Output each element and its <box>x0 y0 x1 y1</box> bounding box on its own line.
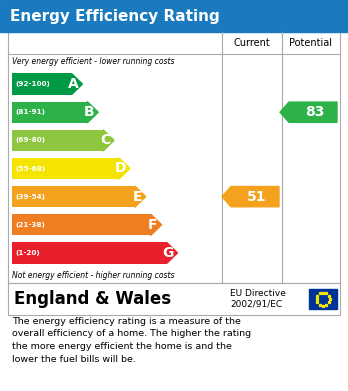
Text: B: B <box>84 105 94 119</box>
Bar <box>12 242 166 264</box>
Bar <box>12 214 151 235</box>
Bar <box>12 74 71 95</box>
Polygon shape <box>87 102 98 123</box>
Bar <box>12 186 135 207</box>
Text: (69-80): (69-80) <box>15 137 45 143</box>
Polygon shape <box>103 130 114 151</box>
Text: D: D <box>114 161 126 176</box>
Text: EU Directive: EU Directive <box>230 289 286 298</box>
Text: (21-38): (21-38) <box>15 222 45 228</box>
Text: Potential: Potential <box>290 38 332 48</box>
Text: Very energy efficient - lower running costs: Very energy efficient - lower running co… <box>12 57 174 66</box>
Polygon shape <box>151 214 161 235</box>
Text: 51: 51 <box>247 190 267 204</box>
Text: (92-100): (92-100) <box>15 81 50 87</box>
Text: G: G <box>162 246 173 260</box>
Bar <box>8 32 340 283</box>
Text: The energy efficiency rating is a measure of the
overall efficiency of a home. T: The energy efficiency rating is a measur… <box>12 317 251 364</box>
Bar <box>309 289 337 309</box>
Text: England & Wales: England & Wales <box>14 290 171 308</box>
Text: Current: Current <box>234 38 270 48</box>
Bar <box>0 0 348 32</box>
Polygon shape <box>166 242 177 264</box>
Text: Not energy efficient - higher running costs: Not energy efficient - higher running co… <box>12 271 174 280</box>
Bar <box>8 283 340 315</box>
Polygon shape <box>280 102 337 122</box>
Bar <box>12 130 103 151</box>
Text: Energy Efficiency Rating: Energy Efficiency Rating <box>10 9 220 23</box>
Text: C: C <box>100 133 110 147</box>
Text: (55-68): (55-68) <box>15 165 45 172</box>
Bar <box>12 102 87 123</box>
Bar <box>12 158 119 179</box>
Text: 2002/91/EC: 2002/91/EC <box>230 300 282 308</box>
Polygon shape <box>71 74 82 95</box>
Polygon shape <box>135 186 146 207</box>
Polygon shape <box>119 158 130 179</box>
Text: (81-91): (81-91) <box>15 109 45 115</box>
Text: F: F <box>148 218 158 232</box>
Polygon shape <box>222 187 279 207</box>
Text: 83: 83 <box>305 105 325 119</box>
Text: (1-20): (1-20) <box>15 250 40 256</box>
Text: E: E <box>132 190 142 204</box>
Text: A: A <box>68 77 78 91</box>
Text: (39-54): (39-54) <box>15 194 45 200</box>
